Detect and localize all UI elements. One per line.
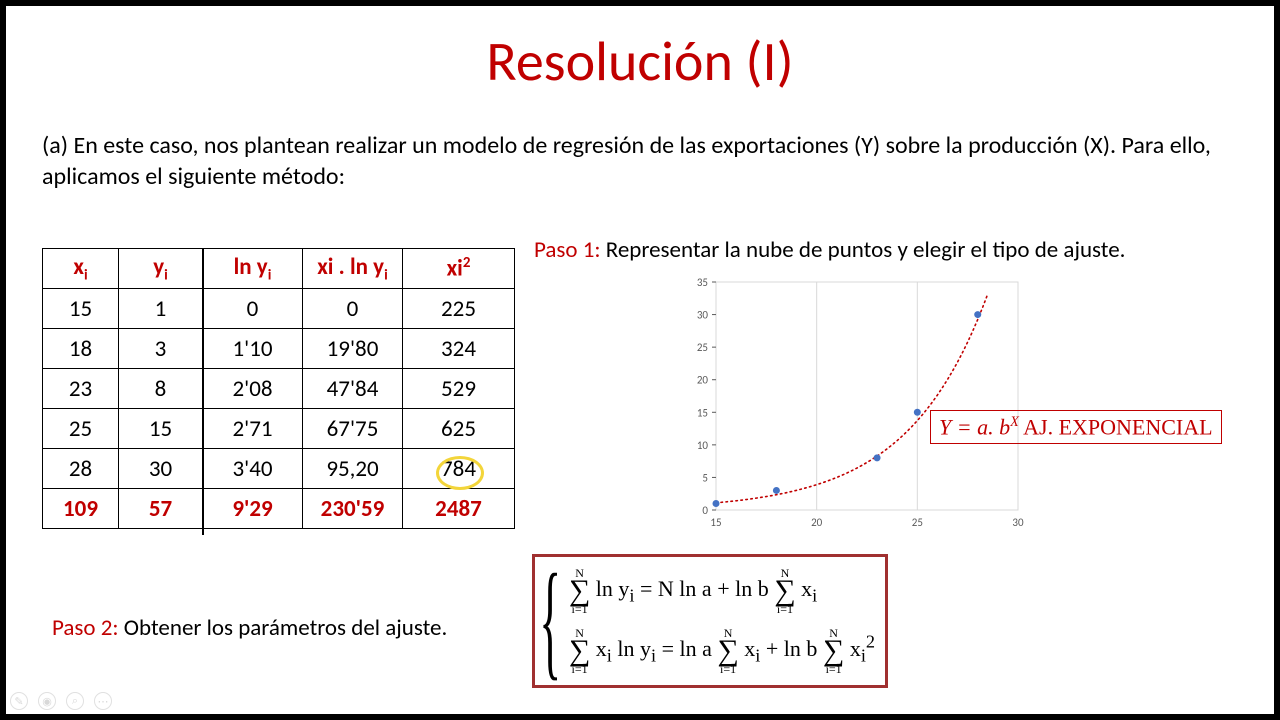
table-sum-cell: 57 — [119, 489, 203, 529]
table-cell: 1 — [119, 289, 203, 329]
table-cell: 2'08 — [203, 369, 303, 409]
step-1-label: Paso 1: — [534, 236, 601, 264]
table-header: xi2 — [403, 249, 515, 289]
table-cell: 225 — [403, 289, 515, 329]
table-cell: 0 — [203, 289, 303, 329]
table-sum-cell: 230'59 — [303, 489, 403, 529]
svg-text:15: 15 — [697, 406, 708, 419]
table-cell: 30 — [119, 449, 203, 489]
step-2-text: Obtener los parámetros del ajuste. — [119, 614, 448, 642]
content-area: xiyiln yixi . ln yixi2 151002251831'1019… — [42, 236, 1238, 704]
table-sum-cell: 109 — [43, 489, 119, 529]
svg-text:5: 5 — [702, 471, 708, 484]
svg-text:15: 15 — [710, 516, 721, 529]
table-cell: 1'10 — [203, 329, 303, 369]
table-cell: 23 — [43, 369, 119, 409]
svg-text:30: 30 — [697, 309, 709, 322]
table-header: ln yi — [203, 249, 303, 289]
svg-text:0: 0 — [702, 504, 708, 517]
svg-text:20: 20 — [811, 516, 823, 529]
step-1: Paso 1: Representar la nube de puntos y … — [534, 236, 1125, 264]
table-cell: 8 — [119, 369, 203, 409]
step-2-label: Paso 2: — [52, 614, 119, 642]
table-divider — [202, 248, 204, 535]
table-cell: 95,20 — [303, 449, 403, 489]
table-cell: 3'40 — [203, 449, 303, 489]
svg-text:10: 10 — [697, 439, 709, 452]
table-sum-cell: 2487 — [403, 489, 515, 529]
system-eq-1: N∑i=1 ln yi = N ln a + ln b N∑i=1 xi — [569, 561, 875, 621]
table-cell: 67'75 — [303, 409, 403, 449]
svg-text:30: 30 — [1012, 516, 1024, 529]
table-cell: 25 — [43, 409, 119, 449]
pointer-icon[interactable]: ◉ — [38, 692, 56, 710]
system-eq-2: N∑i=1 xi ln yi = ln a N∑i=1 xi + ln b N∑… — [569, 621, 875, 681]
presenter-toolbar: ✎ ◉ ⌕ ⋯ — [10, 692, 112, 710]
table-cell: 625 — [403, 409, 515, 449]
slide-title: Resolución (I) — [6, 6, 1274, 96]
step-1-text: Representar la nube de puntos y elegir e… — [601, 236, 1126, 264]
data-table: xiyiln yixi . ln yixi2 151002251831'1019… — [42, 248, 515, 529]
table-cell: 15 — [43, 289, 119, 329]
fit-equation-box: Y = a. bX AJ. EXPONENCIAL — [930, 410, 1222, 444]
table-cell: 324 — [403, 329, 515, 369]
more-icon[interactable]: ⋯ — [94, 692, 112, 710]
scatter-chart: 15 20 25 30 0 5 10 15 20 25 30 35 — [680, 274, 1026, 538]
slide: Resolución (I) (a) En este caso, nos pla… — [6, 6, 1274, 714]
table-cell: 3 — [119, 329, 203, 369]
table-sum-cell: 9'29 — [203, 489, 303, 529]
table-header: xi . ln yi — [303, 249, 403, 289]
table-cell: 19'80 — [303, 329, 403, 369]
intro-text: (a) En este caso, nos plantean realizar … — [6, 96, 1274, 192]
table-cell: 47'84 — [303, 369, 403, 409]
svg-text:25: 25 — [912, 516, 923, 529]
table-cell: 15 — [119, 409, 203, 449]
table-cell: 0 — [303, 289, 403, 329]
svg-text:25: 25 — [697, 341, 708, 354]
equation-system-box: { N∑i=1 ln yi = N ln a + ln b N∑i=1 xiN∑… — [532, 554, 888, 688]
table-cell: 28 — [43, 449, 119, 489]
brace-icon: { — [539, 572, 561, 670]
table-cell: 784 — [403, 449, 515, 489]
table-cell: 18 — [43, 329, 119, 369]
pen-icon[interactable]: ✎ — [10, 692, 28, 710]
step-2: Paso 2: Obtener los parámetros del ajust… — [52, 614, 447, 642]
svg-text:20: 20 — [697, 374, 709, 387]
table-cell: 529 — [403, 369, 515, 409]
table-cell: 2'71 — [203, 409, 303, 449]
svg-text:35: 35 — [697, 276, 708, 289]
zoom-icon[interactable]: ⌕ — [66, 692, 84, 710]
table-header: yi — [119, 249, 203, 289]
table-header: xi — [43, 249, 119, 289]
